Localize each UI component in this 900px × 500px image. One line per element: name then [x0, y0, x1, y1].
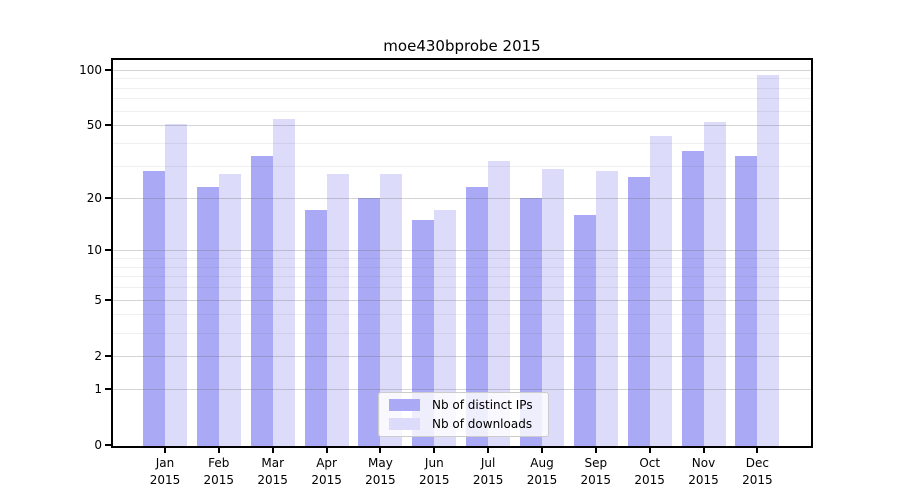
plot-area: [113, 60, 811, 446]
y-tick-label-5: 5: [94, 292, 102, 307]
bar-distinct-ips-oct: [627, 177, 650, 446]
bar-downloads-dec: [757, 74, 780, 446]
bar-downloads-may: [380, 174, 403, 446]
y-tick-50: [105, 124, 112, 127]
bar-distinct-ips-mar: [250, 155, 273, 446]
gridline-20: [113, 197, 811, 199]
bar-distinct-ips-dec: [735, 155, 758, 446]
x-tick-label-dec: Dec 2015: [742, 456, 773, 487]
x-tick-may: [379, 446, 382, 453]
x-tick-mar: [271, 446, 274, 453]
bar-downloads-oct: [649, 135, 672, 446]
y-tick-5: [105, 298, 112, 301]
gridline-80: [113, 87, 811, 89]
y-tick-label-20: 20: [86, 190, 102, 205]
x-tick-label-jul: Jul 2015: [472, 456, 504, 487]
legend-item-downloads: Nb of downloads: [379, 417, 548, 431]
x-tick-label-may: May 2015: [365, 456, 396, 487]
y-tick-1: [105, 387, 112, 390]
bar-distinct-ips-feb: [196, 186, 219, 446]
bar-distinct-ips-jan: [143, 171, 165, 446]
gridline-7: [113, 276, 811, 278]
x-tick-label-feb: Feb 2015: [203, 456, 235, 487]
bar-downloads-nov: [703, 122, 726, 446]
x-tick-label-oct: Oct 2015: [634, 456, 665, 487]
bar-downloads-feb: [218, 174, 241, 446]
x-tick-nov: [702, 446, 705, 453]
y-tick-label-0: 0: [94, 438, 102, 453]
legend-label-downloads: Nb of downloads: [432, 417, 533, 431]
x-tick-apr: [325, 446, 328, 453]
bar-distinct-ips-nov: [681, 151, 704, 446]
x-tick-label-jun: Jun 2015: [419, 456, 450, 487]
y-tick-label-10: 10: [86, 243, 102, 258]
x-tick-jul: [487, 446, 490, 453]
gridline-30: [113, 165, 811, 167]
gridline-1: [113, 388, 811, 390]
x-tick-label-sep: Sep 2015: [580, 456, 612, 487]
gridline-8: [113, 266, 811, 268]
legend-item-distinct-ips: Nb of distinct IPs: [379, 398, 548, 412]
y-tick-label-100: 100: [79, 62, 102, 77]
gridline-3: [113, 332, 811, 334]
y-tick-label-2: 2: [94, 348, 102, 363]
bar-downloads-mar: [272, 119, 295, 446]
bar-distinct-ips-aug: [520, 197, 542, 446]
bar-distinct-ips-jul: [466, 186, 489, 446]
bar-distinct-ips-jun: [412, 219, 435, 446]
gridline-2: [113, 355, 811, 357]
y-tick-0: [105, 444, 112, 447]
chart-title: moe430bprobe 2015: [383, 37, 541, 55]
x-tick-label-mar: Mar 2015: [257, 456, 288, 487]
gridline-90: [113, 78, 811, 80]
legend-label-distinct-ips: Nb of distinct IPs: [432, 398, 533, 412]
x-tick-label-jan: Jan 2015: [149, 456, 181, 487]
legend-swatch-distinct-ips: [389, 399, 420, 411]
y-tick-10: [105, 249, 112, 252]
y-tick-100: [105, 68, 112, 71]
x-tick-label-nov: Nov 2015: [688, 456, 719, 487]
legend: Nb of distinct IPs Nb of downloads: [378, 392, 549, 437]
bar-downloads-aug: [542, 168, 564, 446]
x-tick-dec: [756, 446, 759, 453]
bar-downloads-apr: [326, 174, 349, 446]
bar-downloads-sep: [595, 171, 618, 446]
x-tick-jan: [164, 446, 166, 453]
gridline-50: [113, 125, 811, 127]
gridline-100: [113, 69, 811, 71]
x-tick-sep: [594, 446, 597, 453]
gridline-6: [113, 286, 811, 288]
gridline-40: [113, 143, 811, 145]
bar-downloads-jul: [488, 160, 511, 446]
gridline-70: [113, 98, 811, 100]
bar-distinct-ips-apr: [304, 210, 327, 446]
x-tick-aug: [541, 446, 543, 453]
x-tick-label-apr: Apr 2015: [311, 456, 342, 487]
y-tick-label-50: 50: [86, 118, 102, 133]
gridline-9: [113, 257, 811, 259]
bar-downloads-jan: [165, 123, 187, 446]
legend-swatch-downloads: [389, 418, 420, 430]
x-tick-feb: [217, 446, 220, 453]
gridline-60: [113, 110, 811, 112]
x-tick-jun: [433, 446, 436, 453]
gridline-10: [113, 250, 811, 252]
x-tick-label-aug: Aug 2015: [526, 456, 558, 487]
y-tick-20: [105, 196, 112, 199]
y-tick-label-1: 1: [94, 381, 102, 396]
gridline-5: [113, 299, 811, 301]
bar-downloads-jun: [434, 210, 457, 446]
y-tick-2: [105, 354, 112, 357]
bar-distinct-ips-may: [358, 197, 381, 446]
gridline-4: [113, 314, 811, 316]
x-tick-oct: [648, 446, 651, 453]
bar-distinct-ips-sep: [573, 214, 596, 446]
